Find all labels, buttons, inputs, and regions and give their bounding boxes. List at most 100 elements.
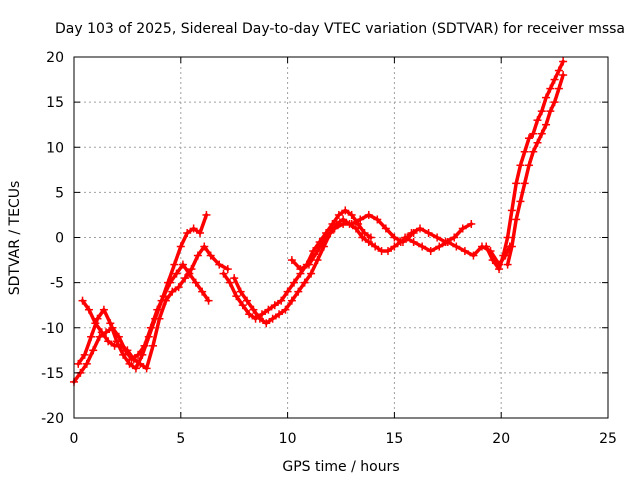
data-point — [78, 296, 87, 305]
data-point — [482, 242, 491, 251]
y-tick-label: -5 — [50, 276, 64, 292]
data-point — [163, 278, 172, 287]
data-point — [200, 242, 209, 251]
data-point — [294, 287, 303, 296]
data-point — [287, 256, 296, 265]
data-point — [546, 107, 555, 116]
data-point — [364, 238, 373, 247]
chart-title: Day 103 of 2025, Sidereal Day-to-day VTE… — [55, 21, 625, 37]
x-tick-label: 0 — [70, 431, 79, 447]
data-point — [537, 107, 546, 116]
x-tick-label: 5 — [176, 431, 185, 447]
data-point — [287, 296, 296, 305]
data-point — [347, 219, 356, 228]
data-point — [520, 147, 529, 156]
data-point — [174, 283, 183, 292]
data-point — [142, 364, 151, 373]
y-tick-label: -10 — [41, 321, 64, 337]
data-point — [339, 219, 348, 228]
series-trace-1 — [72, 262, 211, 384]
data-point — [435, 242, 444, 251]
data-point — [206, 251, 215, 260]
data-point — [358, 233, 367, 242]
data-point — [516, 197, 525, 206]
data-point — [178, 260, 187, 269]
data-point — [170, 260, 179, 269]
data-point — [138, 350, 147, 359]
x-tick-label: 15 — [385, 431, 403, 447]
data-point — [161, 296, 170, 305]
data-point — [238, 301, 247, 310]
data-point — [398, 238, 407, 247]
data-point — [304, 260, 313, 269]
data-point — [458, 224, 467, 233]
data-point — [373, 215, 382, 224]
data-point — [97, 328, 106, 337]
data-point — [381, 224, 390, 233]
data-point — [204, 296, 213, 305]
data-point — [300, 278, 309, 287]
data-point — [383, 247, 392, 256]
data-point — [131, 364, 140, 373]
data-point — [550, 75, 559, 84]
data-point — [155, 314, 164, 323]
data-point — [149, 341, 158, 350]
data-point — [189, 224, 198, 233]
data-point — [91, 319, 100, 328]
data-point — [275, 310, 284, 319]
data-point — [219, 269, 228, 278]
data-point — [80, 350, 89, 359]
data-point — [499, 251, 508, 260]
data-point — [277, 296, 286, 305]
data-point — [87, 332, 96, 341]
data-point — [529, 129, 538, 138]
data-point — [550, 98, 559, 107]
data-point — [123, 346, 132, 355]
data-point — [546, 84, 555, 93]
data-point — [524, 134, 533, 143]
data-point — [183, 228, 192, 237]
data-point — [542, 120, 551, 129]
data-point — [512, 179, 521, 188]
data-point — [74, 359, 83, 368]
data-point — [495, 265, 504, 274]
data-point — [559, 57, 568, 66]
data-point — [144, 332, 153, 341]
data-point — [351, 224, 360, 233]
data-point — [371, 242, 380, 251]
data-point — [516, 161, 525, 170]
data-point — [187, 265, 196, 274]
data-point — [407, 228, 416, 237]
data-point — [290, 278, 299, 287]
data-point — [390, 242, 399, 251]
data-point — [236, 287, 245, 296]
data-point — [129, 355, 138, 364]
data-point — [193, 251, 202, 260]
data-point — [330, 224, 339, 233]
y-tick-label: -20 — [41, 411, 64, 427]
data-point — [554, 66, 563, 75]
data-point — [450, 233, 459, 242]
data-point — [416, 224, 425, 233]
data-point — [223, 265, 232, 274]
data-point — [202, 210, 211, 219]
grid-lines — [74, 57, 608, 418]
data-point — [245, 310, 254, 319]
y-tick-label: 5 — [55, 185, 64, 201]
data-series — [70, 57, 568, 386]
data-point — [360, 228, 369, 237]
data-point — [112, 337, 121, 346]
data-point — [409, 238, 418, 247]
data-point — [255, 314, 264, 323]
data-point — [257, 310, 266, 319]
y-tick-label: 15 — [46, 95, 64, 111]
data-point — [249, 305, 258, 314]
data-point — [529, 147, 538, 156]
data-point — [533, 116, 542, 125]
data-point — [264, 305, 273, 314]
data-point — [176, 242, 185, 251]
x-axis-label: GPS time / hours — [282, 459, 399, 475]
data-point — [281, 305, 290, 314]
data-point — [313, 256, 322, 265]
